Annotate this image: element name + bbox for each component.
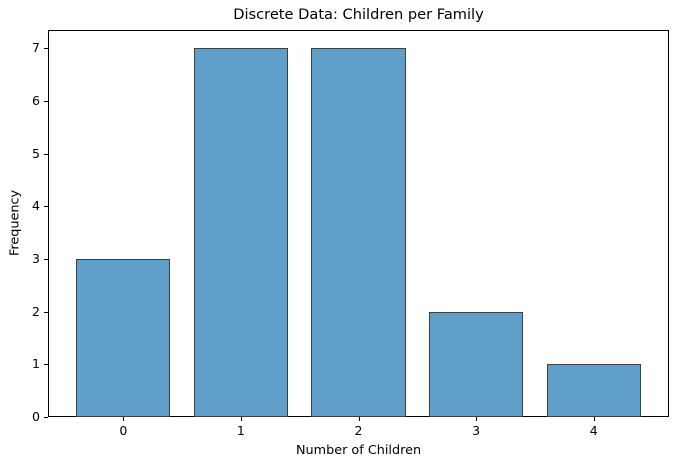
y-axis-label: Frequency <box>7 189 23 257</box>
y-tick-label: 1 <box>32 356 40 372</box>
x-tick-mark <box>593 417 595 421</box>
x-tick-mark <box>240 417 242 421</box>
y-tick-mark <box>44 259 48 260</box>
x-tick-label: 3 <box>472 423 481 438</box>
x-tick-mark <box>123 417 125 421</box>
y-tick-label: 4 <box>32 198 40 214</box>
bar-1 <box>193 48 288 418</box>
chart-title: Discrete Data: Children per Family <box>233 6 484 23</box>
x-axis-label: Number of Children <box>295 443 422 458</box>
x-tick-label: 4 <box>589 423 598 438</box>
y-tick-label: 2 <box>32 303 40 319</box>
x-tick-mark <box>476 417 478 421</box>
bar-4 <box>546 364 641 418</box>
x-tick-label: 0 <box>119 423 128 438</box>
y-tick-mark <box>44 311 48 313</box>
x-tick-label: 1 <box>236 423 245 438</box>
y-tick-label: 7 <box>32 40 40 56</box>
x-tick-label: 2 <box>354 423 363 438</box>
y-tick-mark <box>44 101 48 103</box>
y-tick-label: 3 <box>32 251 40 267</box>
y-tick-label: 5 <box>32 145 40 161</box>
y-tick-label: 6 <box>32 93 40 109</box>
plot-area <box>48 30 669 418</box>
y-tick-mark <box>44 206 48 208</box>
y-tick-mark <box>44 364 48 366</box>
bar-3 <box>429 311 524 417</box>
y-tick-label: 0 <box>32 409 40 424</box>
bar-2 <box>311 48 406 418</box>
y-tick-mark <box>44 48 48 50</box>
x-tick-mark <box>358 417 360 421</box>
y-tick-mark <box>44 153 48 155</box>
bar-0 <box>76 259 171 418</box>
y-tick-mark <box>44 417 48 418</box>
